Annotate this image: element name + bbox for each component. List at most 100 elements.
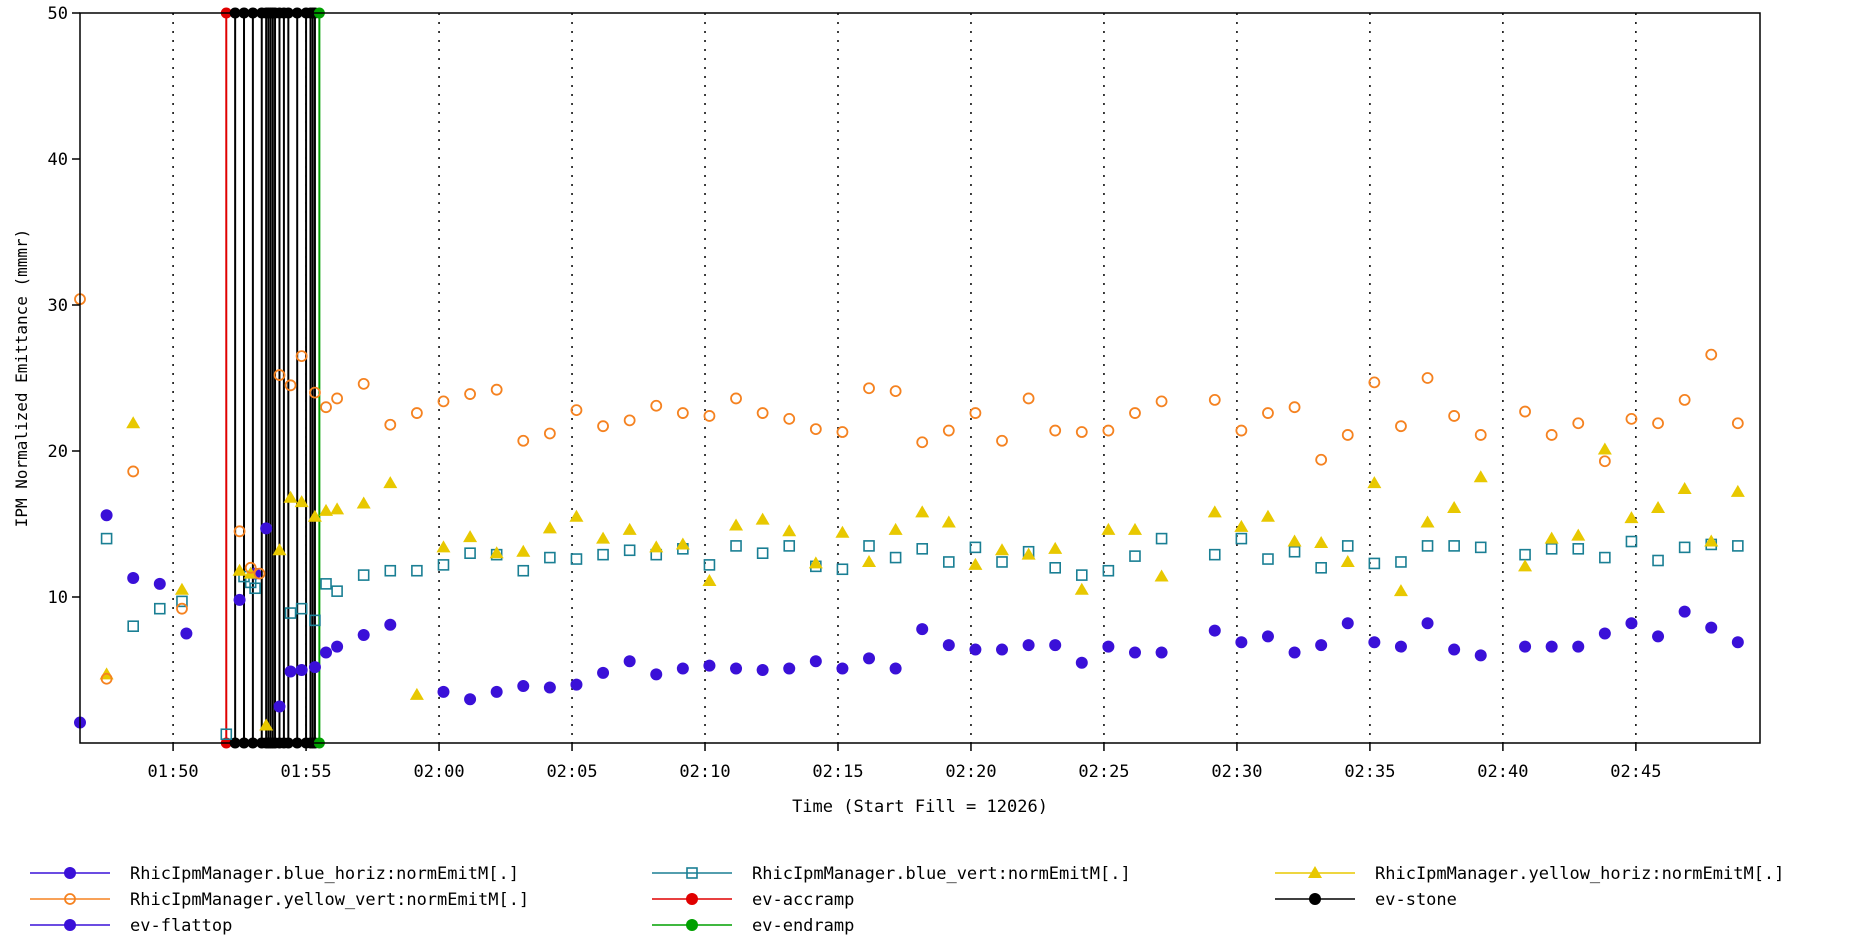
data-point	[180, 627, 193, 640]
data-point	[1677, 481, 1692, 494]
data-point	[233, 593, 246, 606]
data-point	[1154, 569, 1169, 582]
data-point	[941, 515, 956, 528]
data-point	[675, 537, 690, 550]
legend-marker	[686, 867, 698, 879]
legend: RhicIpmManager.blue_horiz:normEmitM[.] Rh…	[30, 864, 1784, 936]
data-point	[597, 420, 609, 433]
data-point	[1518, 559, 1533, 572]
data-point	[1625, 617, 1638, 630]
data-point	[127, 465, 140, 478]
data-point	[942, 424, 955, 437]
data-point	[676, 407, 689, 419]
data-point	[1625, 412, 1638, 425]
data-point	[755, 512, 770, 525]
data-point	[1049, 639, 1062, 652]
data-point	[1705, 348, 1718, 361]
data-point	[1474, 649, 1487, 662]
data-point	[1544, 531, 1559, 544]
grid-lines	[172, 13, 1637, 743]
data-point	[1421, 540, 1434, 552]
y-tick-label: 10	[48, 588, 68, 608]
series-group	[74, 293, 1744, 685]
data-point	[100, 672, 113, 685]
data-point	[273, 369, 286, 381]
x-tick-label: 01:55	[280, 762, 331, 782]
data-point	[272, 543, 287, 556]
data-point	[249, 582, 261, 595]
x-tick-label: 02:15	[812, 762, 863, 782]
y-tick-label: 50	[48, 4, 68, 24]
data-point	[650, 668, 663, 681]
legend-label: ev-stone	[1375, 890, 1457, 910]
data-point	[783, 540, 796, 552]
data-point	[623, 655, 636, 668]
data-point	[756, 407, 769, 419]
data-point	[1519, 548, 1531, 561]
data-point	[1049, 561, 1061, 574]
data-point	[1597, 442, 1612, 455]
data-point	[1261, 630, 1274, 643]
data-point	[1731, 417, 1744, 430]
data-point	[1235, 636, 1248, 649]
data-point	[1652, 554, 1664, 567]
plot-frame	[79, 12, 1761, 744]
data-point	[1678, 605, 1691, 618]
legend-label: ev-accramp	[752, 890, 854, 910]
data-point	[1314, 535, 1329, 548]
legend-label: RhicIpmManager.yellow_horiz:normEmitM[.]	[1375, 864, 1784, 884]
data-point	[888, 522, 903, 535]
y-tick-label: 20	[48, 442, 68, 462]
data-point	[1262, 553, 1274, 565]
x-tick-label: 02:40	[1477, 762, 1528, 782]
data-point	[384, 564, 397, 577]
data-point	[295, 602, 308, 615]
legend-label: ev-endramp	[752, 916, 854, 936]
y-tick-label: 40	[48, 150, 68, 170]
data-point	[295, 664, 308, 676]
data-point	[295, 350, 308, 363]
data-point	[1678, 541, 1691, 554]
data-point	[1341, 540, 1354, 552]
data-point	[410, 407, 423, 419]
data-point	[1474, 429, 1487, 441]
x-tick-label: 02:20	[945, 762, 996, 782]
data-point	[1421, 372, 1434, 384]
data-point	[1021, 547, 1036, 560]
data-point	[1075, 656, 1088, 669]
legend-marker	[64, 867, 76, 879]
data-point	[783, 412, 796, 425]
data-point	[622, 522, 637, 535]
data-point	[259, 718, 274, 731]
data-point	[1129, 550, 1141, 562]
data-point	[356, 496, 371, 509]
data-point	[1625, 535, 1638, 548]
data-point	[996, 643, 1009, 656]
data-point	[153, 602, 166, 615]
data-point	[597, 548, 609, 561]
data-point	[1101, 522, 1116, 535]
legend-marker	[1309, 893, 1321, 905]
data-point	[1288, 545, 1301, 558]
data-point	[1473, 470, 1488, 483]
data-point	[127, 620, 139, 633]
data-point	[1208, 393, 1221, 406]
data-point	[1624, 511, 1639, 524]
data-point	[863, 652, 876, 665]
data-point	[730, 662, 743, 675]
data-point	[862, 554, 877, 567]
data-point	[1448, 410, 1461, 422]
data-point	[942, 639, 955, 652]
data-point	[543, 427, 556, 440]
data-point	[1598, 627, 1611, 640]
data-point	[1207, 505, 1222, 518]
legend-marker	[1308, 866, 1322, 878]
data-point	[331, 640, 344, 653]
data-point	[1519, 640, 1532, 653]
data-point	[517, 434, 530, 447]
data-point	[597, 666, 610, 679]
data-point	[1262, 407, 1274, 419]
data-point	[176, 595, 188, 608]
data-point	[783, 662, 796, 675]
data-point	[1235, 532, 1248, 545]
